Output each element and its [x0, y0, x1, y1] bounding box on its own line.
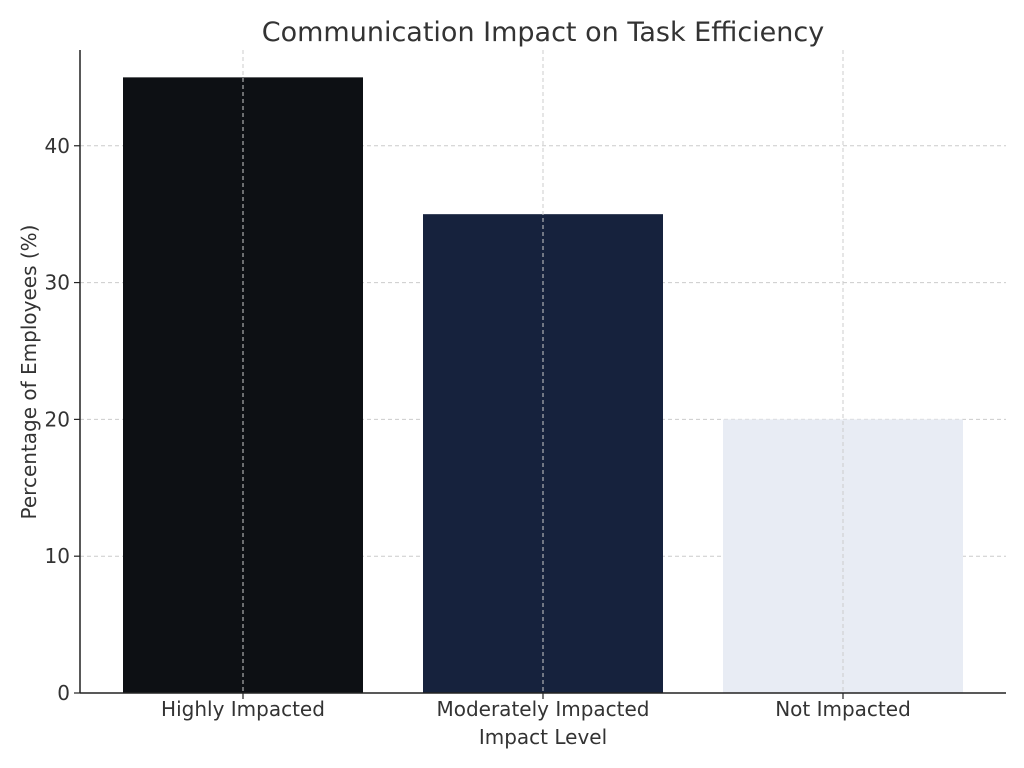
y-tick-label: 30 [45, 271, 70, 295]
y-tick-label: 0 [57, 681, 70, 705]
x-tick-labels: Highly Impacted Moderately Impacted Not Im… [161, 697, 911, 721]
x-tick-label: Not Impacted [775, 697, 911, 721]
x-tick-label: Moderately Impacted [436, 697, 649, 721]
x-axis-label: Impact Level [479, 725, 607, 749]
bar [423, 214, 663, 693]
axes [74, 50, 1006, 699]
chart-title: Communication Impact on Task Efficiency [262, 17, 824, 48]
y-tick-label: 40 [45, 134, 70, 158]
y-tick-labels: 0 10 20 30 40 [45, 134, 70, 705]
y-axis-label: Percentage of Employees (%) [17, 225, 41, 520]
x-tick-label: Highly Impacted [161, 697, 325, 721]
x-grid-lines [242, 50, 844, 693]
y-tick-label: 20 [45, 407, 70, 431]
y-tick-label: 10 [45, 544, 70, 568]
